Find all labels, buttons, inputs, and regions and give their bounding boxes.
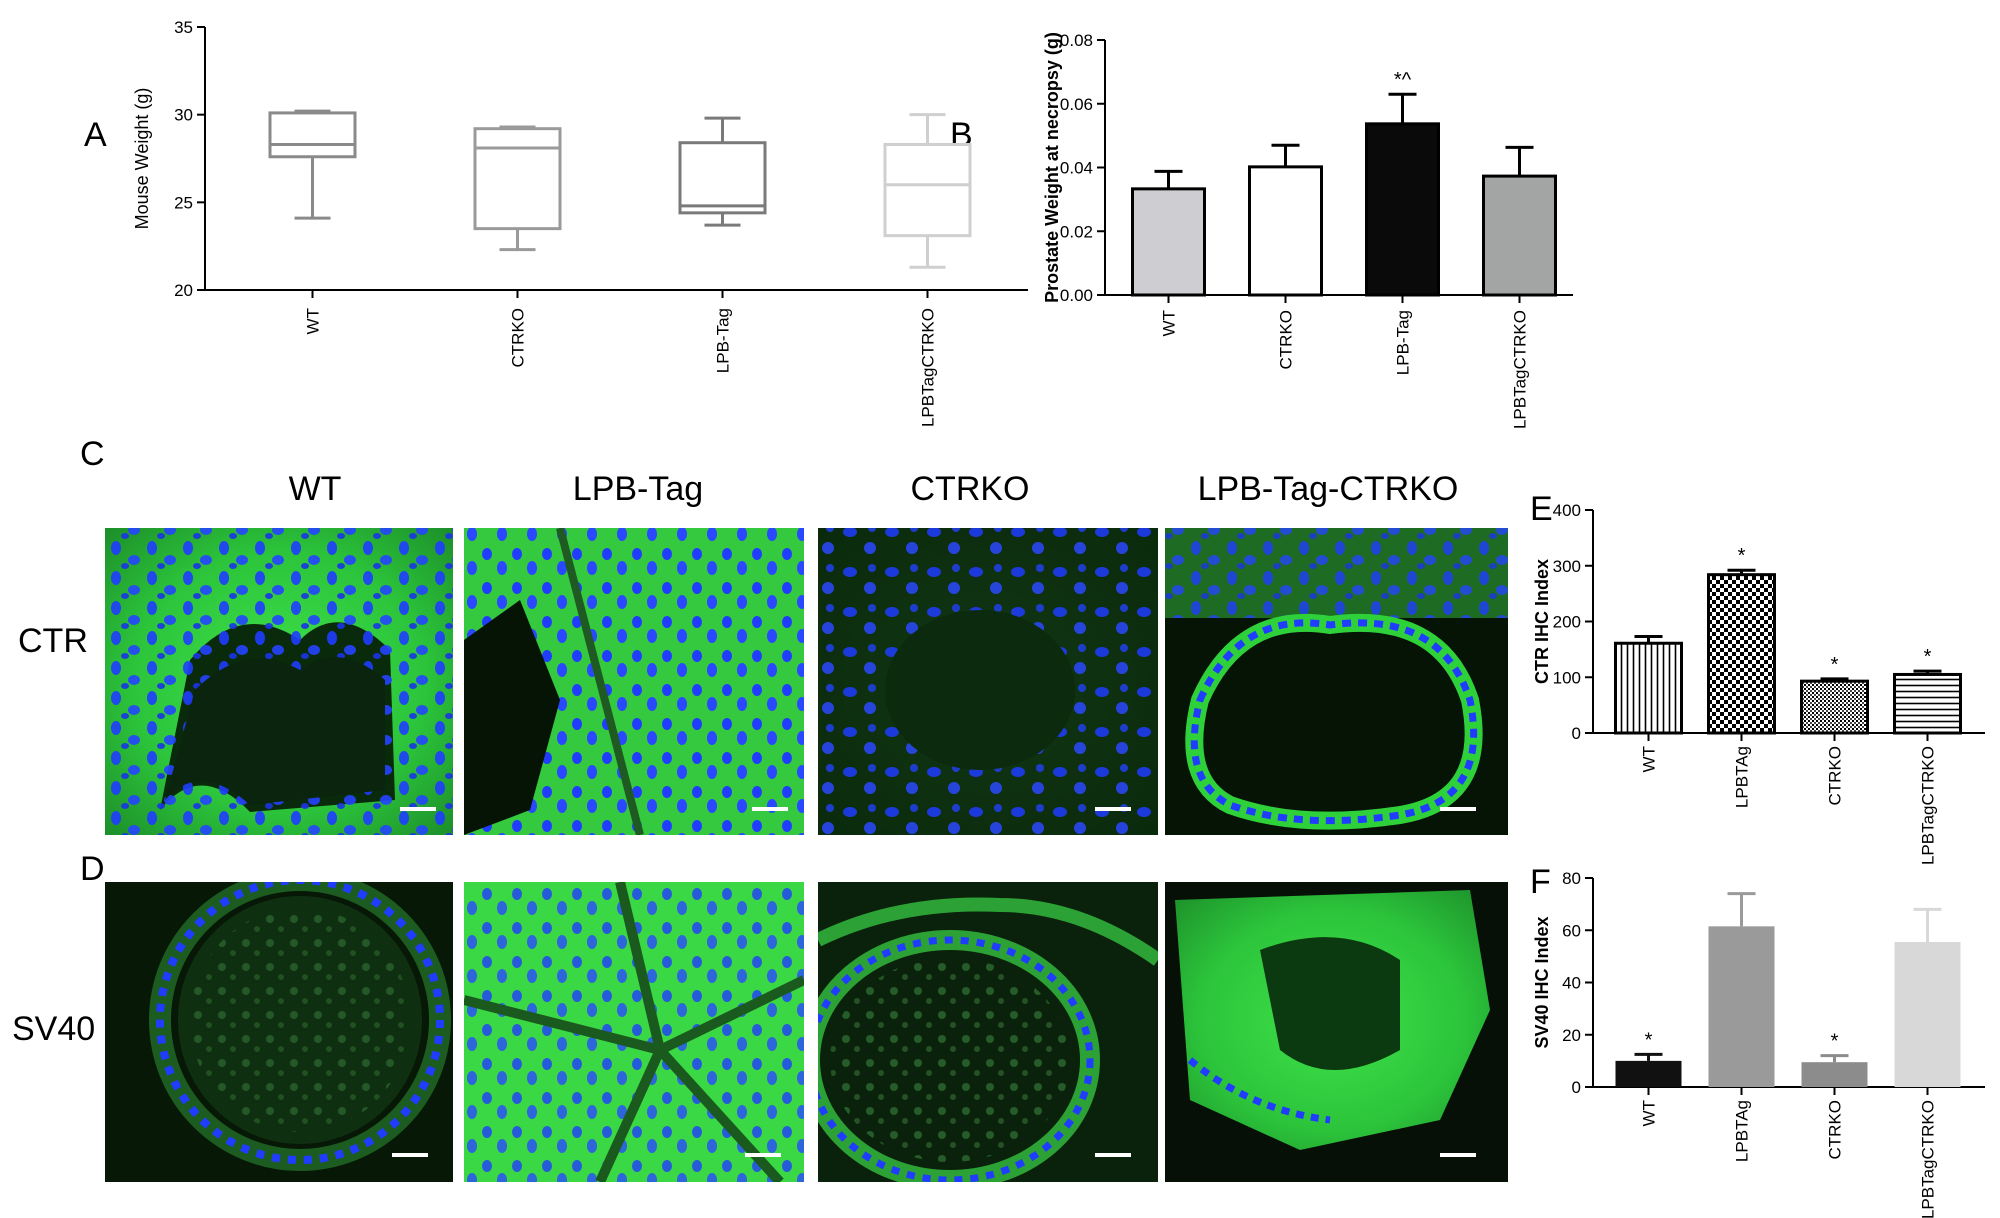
chart-e-ctr-ihc: 0 100 200 300 400 CTR IHC Index WT LPBTAg * CTRKO… <box>1532 501 1985 865</box>
significance-marker: * <box>1645 1029 1653 1051</box>
y-axis-label: CTR IHC Index <box>1532 559 1552 684</box>
y-tick-label: 0.06 <box>1060 95 1093 114</box>
x-category-label: LPBTagCTRKO <box>1919 1100 1938 1218</box>
y-tick-label: 30 <box>174 106 193 125</box>
micrograph-col-wt: WT <box>289 470 342 508</box>
micrograph-ctr-ctrko <box>818 528 1158 835</box>
bar <box>1131 187 1206 297</box>
x-category-label: WT <box>304 308 323 334</box>
x-category-label: LPB-Tag <box>1394 310 1413 375</box>
x-category-label: LPBTagCTRKO <box>1919 746 1938 865</box>
significance-marker: * <box>1831 1031 1839 1053</box>
x-category-label: LPBTagCTRKO <box>919 308 938 427</box>
bar <box>1365 122 1440 297</box>
bar <box>1707 573 1776 735</box>
micrograph-sv40-wt <box>105 882 453 1182</box>
bar <box>1894 942 1961 1087</box>
x-category-label: LPB-Tag <box>714 308 733 373</box>
micrograph-ctr-lpb-tag <box>464 528 804 835</box>
y-tick-label: 25 <box>174 193 193 212</box>
x-category-label: WT <box>1640 1100 1659 1126</box>
micrograph-row-ctr: CTR <box>18 622 88 660</box>
bar <box>1801 1062 1868 1087</box>
x-category-label: WT <box>1160 310 1179 336</box>
x-category-label: WT <box>1640 746 1659 772</box>
x-category-label: CTRKO <box>1826 746 1845 806</box>
y-tick-label: 80 <box>1562 869 1581 888</box>
y-tick-label: 0.00 <box>1060 286 1093 305</box>
significance-marker: * <box>1831 654 1839 676</box>
y-tick-label: 20 <box>1562 1026 1581 1045</box>
y-tick-label: 300 <box>1553 557 1581 576</box>
bar <box>1800 679 1869 735</box>
y-tick-label: 0.04 <box>1060 159 1093 178</box>
bar <box>1893 672 1962 735</box>
x-category-label: LPBTAg <box>1733 1100 1752 1162</box>
significance-marker: *^ <box>1394 69 1412 91</box>
y-axis-label: Mouse Weight (g) <box>132 88 152 230</box>
panel-label-c: C <box>80 435 105 473</box>
chart-f-sv40-ihc: 0 20 40 60 80 SV40 IHC Index WT * LPBTAg CTRKO * LP… <box>1532 869 1985 1218</box>
chart-a-mouse-weight: 20 25 30 35 Mouse Weight (g) WT CTRKO LPB-Tag LP… <box>132 18 1028 427</box>
x-category-label: LPBTagCTRKO <box>1511 310 1530 429</box>
y-tick-label: 35 <box>174 18 193 37</box>
box-body <box>883 142 972 238</box>
panel-label-f: F <box>1530 863 1551 901</box>
panel-label-e: E <box>1530 490 1553 528</box>
micrograph-sv40-lpb-tag <box>464 882 804 1182</box>
micrograph-col-lpb-tag-ctrko: LPB-Tag-CTRKO <box>1198 470 1459 508</box>
y-tick-label: 0.08 <box>1060 31 1093 50</box>
micrograph-ctr-wt <box>105 528 453 835</box>
micrograph-sv40-lpb-tag-ctrko <box>1165 882 1508 1182</box>
x-category-label: CTRKO <box>509 308 528 368</box>
micrograph-col-ctrko: CTRKO <box>911 470 1030 508</box>
box-body <box>473 127 562 231</box>
bar <box>1614 641 1683 735</box>
x-category-label: LPBTAg <box>1733 746 1752 808</box>
y-tick-label: 0 <box>1572 724 1581 743</box>
y-tick-label: 0 <box>1572 1078 1581 1097</box>
y-axis-label: Prostate Weight at necropsy (g) <box>1042 32 1062 303</box>
y-tick-label: 20 <box>174 281 193 300</box>
micrograph-col-lpb-tag: LPB-Tag <box>573 470 703 508</box>
significance-marker: * <box>1924 646 1932 668</box>
box-body <box>268 111 357 159</box>
y-tick-label: 100 <box>1553 668 1581 687</box>
significance-marker: * <box>1738 545 1746 567</box>
x-category-label: CTRKO <box>1277 310 1296 370</box>
panel-label-a: A <box>84 116 107 154</box>
bar <box>1482 174 1557 297</box>
y-tick-label: 60 <box>1562 921 1581 940</box>
bar <box>1708 926 1775 1087</box>
micrograph-sv40-ctrko <box>818 882 1158 1182</box>
panel-label-d: D <box>80 850 105 888</box>
micrograph-ctr-lpb-tag-ctrko <box>1165 528 1508 835</box>
x-category-label: CTRKO <box>1826 1100 1845 1160</box>
box-body <box>678 141 767 215</box>
y-tick-label: 400 <box>1553 501 1581 520</box>
y-axis-label: SV40 IHC Index <box>1532 916 1552 1048</box>
micrograph-row-sv40: SV40 <box>12 1010 95 1048</box>
bar <box>1615 1060 1682 1087</box>
y-tick-label: 40 <box>1562 974 1581 993</box>
y-tick-label: 0.02 <box>1060 222 1093 241</box>
y-tick-label: 200 <box>1553 613 1581 632</box>
bar <box>1248 165 1323 297</box>
